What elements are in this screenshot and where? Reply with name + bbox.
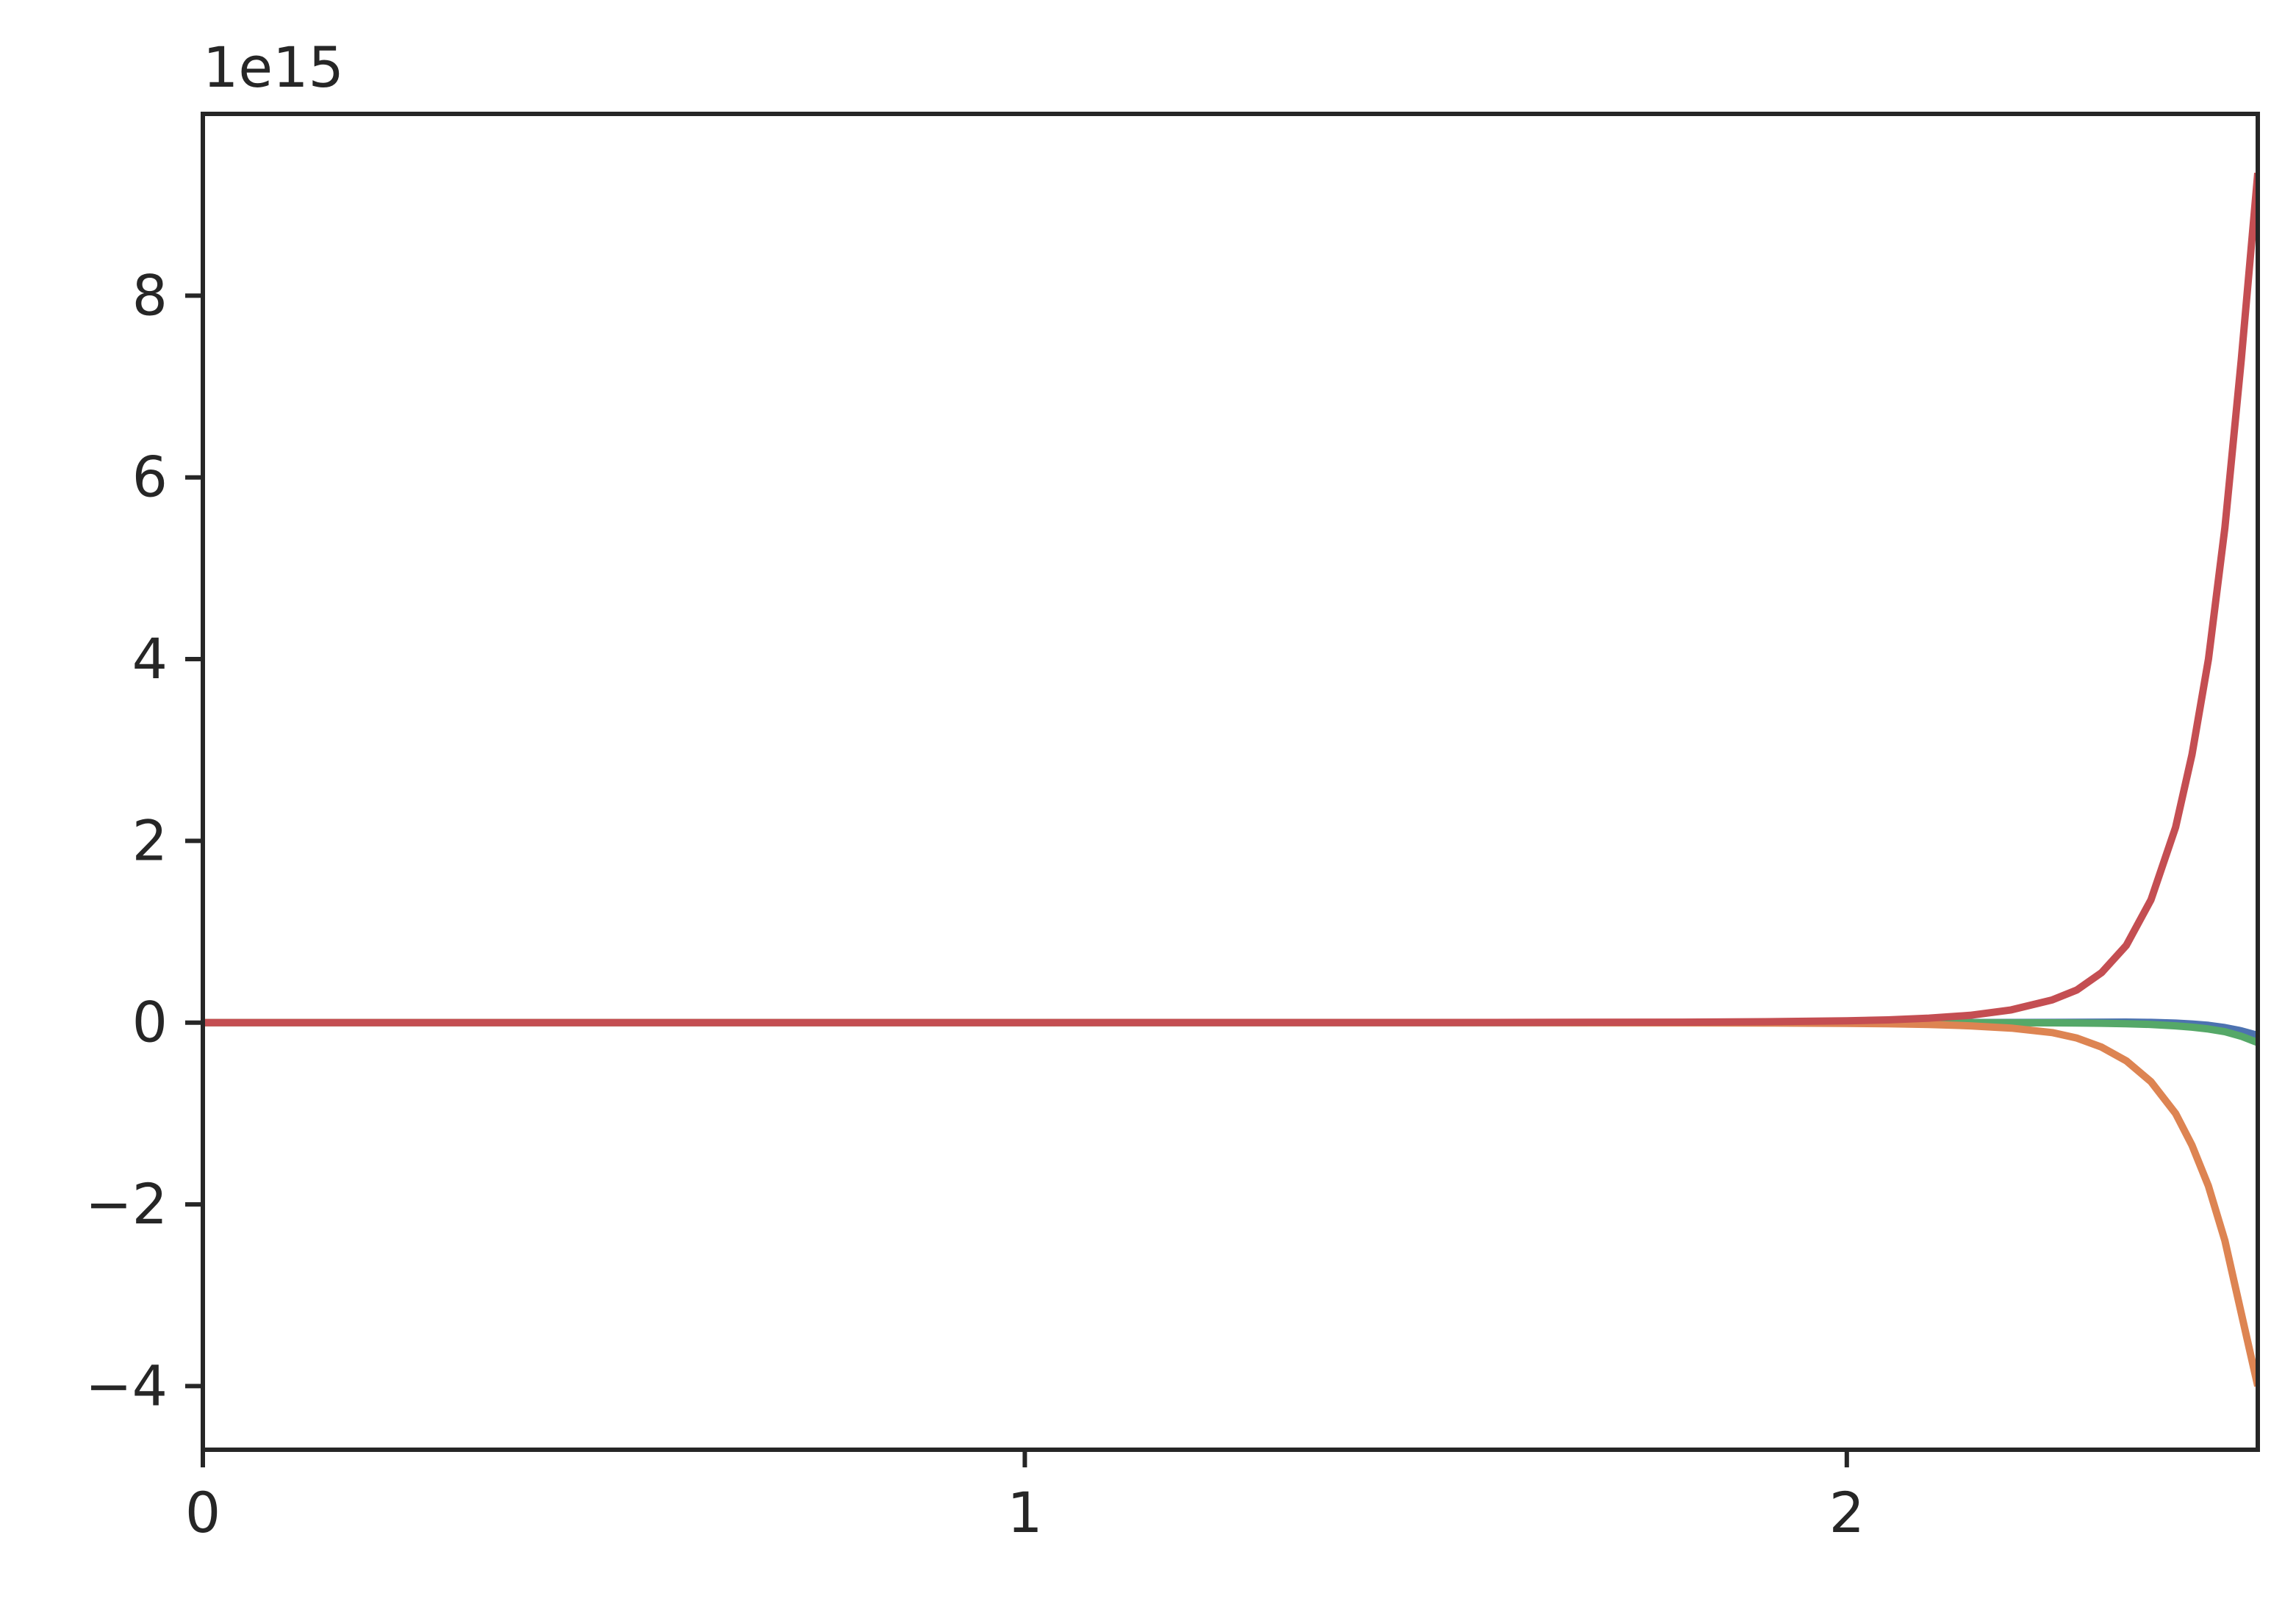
x-tick-label: 0 [185, 1480, 220, 1545]
axes-layer: −4 −2 0 2 4 6 8 0 1 2 [85, 112, 2260, 1545]
series-line-4 [203, 172, 2258, 1026]
y-tick-label: 0 [132, 990, 168, 1055]
y-tick-label: 8 [132, 262, 168, 328]
y-tick-label: −4 [85, 1353, 168, 1418]
y-tick-label: 4 [132, 626, 168, 691]
y-tick-label: 6 [132, 445, 168, 510]
x-tick-label: 1 [1007, 1480, 1042, 1545]
y-tick-label: 2 [132, 808, 168, 873]
series-layer [203, 172, 2258, 1387]
y-offset-label: 1e15 [203, 35, 344, 100]
y-tick-label: −2 [85, 1171, 168, 1237]
plot-frame [201, 112, 2260, 1452]
x-tick-label: 2 [1829, 1480, 1865, 1545]
